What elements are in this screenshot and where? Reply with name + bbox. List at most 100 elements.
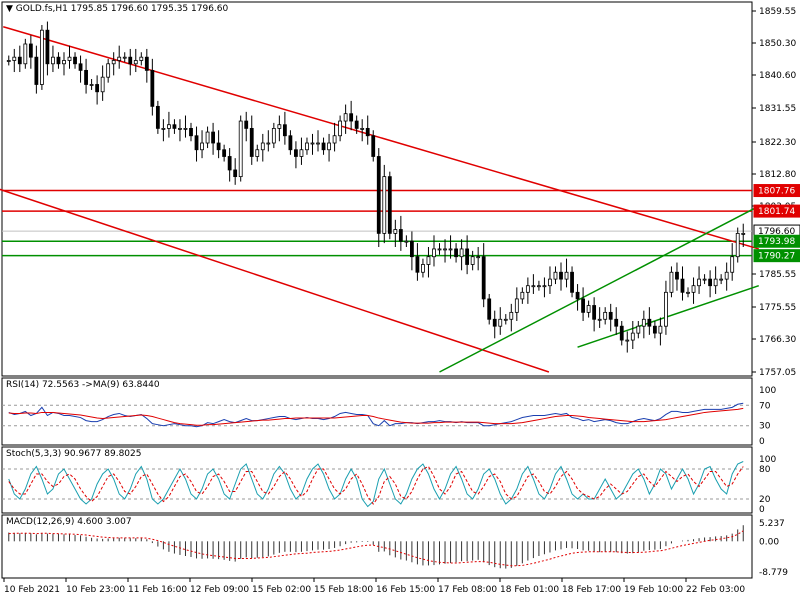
candle-body bbox=[211, 131, 215, 144]
candle-body bbox=[282, 124, 287, 137]
price-tag-label: 1793.98 bbox=[758, 237, 795, 247]
candle-body bbox=[382, 176, 387, 234]
pane-frame-1 bbox=[1, 377, 753, 446]
candle-body bbox=[321, 142, 326, 151]
candle-body bbox=[150, 69, 155, 107]
indicator-tick-label: 20 bbox=[759, 495, 771, 505]
candle-body bbox=[100, 76, 105, 93]
candle-body bbox=[581, 298, 585, 313]
candle-body bbox=[713, 278, 718, 287]
candle-body bbox=[84, 69, 88, 85]
price-tick-label: 1775.55 bbox=[759, 303, 796, 313]
candle-body bbox=[316, 142, 320, 145]
candle-body bbox=[487, 298, 492, 320]
candle-body bbox=[614, 318, 619, 327]
candle-body bbox=[277, 124, 282, 129]
candle-body bbox=[454, 248, 458, 258]
candle-body bbox=[459, 248, 464, 258]
candle-body bbox=[62, 60, 66, 65]
time-tick-label: 22 Feb 03:00 bbox=[686, 585, 745, 595]
candle-body bbox=[189, 127, 193, 137]
time-tick-label: 18 Feb 01:00 bbox=[500, 585, 559, 595]
candle-body bbox=[244, 120, 249, 129]
stoch-legend: Stoch(5,3,3) 90.9677 89.8025 bbox=[6, 449, 142, 459]
ohlc-open: 1795.85 bbox=[70, 4, 108, 14]
time-tick-label: 12 Feb 09:00 bbox=[190, 585, 249, 595]
candle-body bbox=[575, 291, 580, 300]
candle-body bbox=[354, 120, 359, 129]
candle-body bbox=[498, 318, 503, 327]
time-tick-label: 15 Feb 02:00 bbox=[252, 585, 311, 595]
candle-body bbox=[619, 325, 624, 341]
candle-body bbox=[45, 29, 50, 65]
candle-body bbox=[89, 84, 94, 86]
series-line-ma bbox=[8, 407, 744, 426]
price-tag-label: 1790.27 bbox=[758, 252, 795, 262]
candle-body bbox=[492, 318, 497, 327]
candles-group bbox=[6, 21, 746, 353]
ohlc-high: 1796.60 bbox=[110, 4, 149, 14]
candle-body bbox=[636, 325, 641, 334]
series-line-signal bbox=[8, 465, 744, 505]
candle-body bbox=[233, 169, 238, 178]
candle-body bbox=[161, 127, 166, 130]
price-tick-label: 1785.55 bbox=[759, 270, 796, 280]
candle-body bbox=[106, 63, 111, 78]
time-tick-label: 15 Feb 18:00 bbox=[314, 585, 373, 595]
candle-body bbox=[559, 271, 563, 280]
candle-body bbox=[421, 264, 425, 273]
candle-body bbox=[122, 56, 127, 59]
candle-body bbox=[227, 156, 232, 171]
indicator-tick-label: 100 bbox=[759, 455, 776, 465]
candle-body bbox=[387, 176, 392, 234]
candle-body bbox=[178, 127, 182, 130]
candle-body bbox=[520, 291, 525, 300]
rsi-legend: RSI(14) 72.5563 ->MA(9) 63.8440 bbox=[6, 380, 160, 390]
candle-body bbox=[117, 56, 122, 61]
candle-body bbox=[597, 318, 602, 321]
candle-body bbox=[266, 142, 271, 145]
price-tick-label: 1757.05 bbox=[759, 368, 796, 378]
candle-body bbox=[608, 311, 613, 320]
candle-body bbox=[349, 113, 354, 122]
candle-body bbox=[398, 229, 403, 242]
candle-body bbox=[393, 229, 398, 234]
candle-body bbox=[432, 248, 436, 258]
price-tick-label: 1766.30 bbox=[759, 335, 796, 345]
candle-body bbox=[327, 142, 331, 151]
candle-body bbox=[167, 124, 171, 129]
candle-body bbox=[111, 60, 116, 65]
ohlc-close: 1796.60 bbox=[191, 4, 229, 14]
candle-body bbox=[503, 318, 508, 321]
macd-tick-label: -8.779 bbox=[759, 568, 788, 578]
candle-body bbox=[680, 278, 685, 293]
candle-body bbox=[288, 135, 293, 151]
candle-body bbox=[548, 278, 552, 287]
candle-body bbox=[310, 142, 315, 145]
candle-body bbox=[343, 113, 348, 122]
candle-body bbox=[144, 56, 149, 71]
time-tick-label: 10 Feb 23:00 bbox=[66, 585, 125, 595]
candle-body bbox=[376, 156, 381, 234]
pane-frame-2 bbox=[1, 446, 753, 514]
red-trendline-lower bbox=[0, 188, 550, 373]
pane-frame-0 bbox=[1, 1, 753, 377]
green-trendline-lower bbox=[577, 285, 760, 348]
collapse-triangle-icon[interactable]: ▼ bbox=[6, 4, 13, 14]
candle-body bbox=[39, 29, 44, 85]
candle-body bbox=[509, 311, 514, 320]
candle-body bbox=[271, 127, 276, 144]
candle-body bbox=[481, 256, 486, 300]
candle-body bbox=[6, 60, 11, 62]
macd-tick-label: 5.237 bbox=[759, 519, 785, 529]
candle-body bbox=[365, 127, 370, 137]
candle-body bbox=[724, 271, 729, 280]
price-tag-label: 1801.74 bbox=[758, 207, 795, 217]
candle-body bbox=[531, 285, 536, 288]
candle-body bbox=[564, 271, 569, 280]
candle-body bbox=[338, 120, 343, 137]
indicator-tick-label: 0 bbox=[759, 437, 765, 447]
candle-body bbox=[675, 271, 679, 280]
